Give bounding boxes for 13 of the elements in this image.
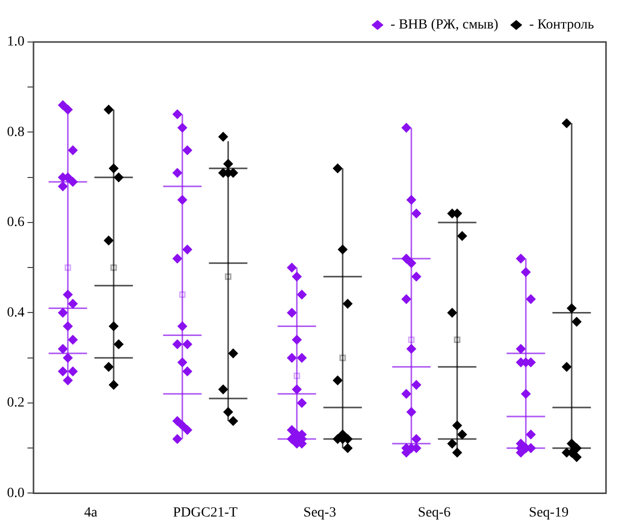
- y-tick-label: 0.8: [7, 124, 24, 140]
- y-tick-label: 1.0: [7, 34, 24, 50]
- legend-label: - ВНВ (РЖ, смыв): [390, 18, 499, 33]
- y-tick-label: 0.4: [7, 305, 24, 320]
- x-tick-label: 4a: [84, 505, 98, 520]
- y-tick-label: 0.0: [7, 486, 24, 501]
- x-tick-label: Seq-3: [303, 505, 336, 520]
- x-tick-label: PDGC21-T: [172, 505, 238, 520]
- x-tick-label: Seq-6: [418, 505, 451, 520]
- y-tick-label: 0.6: [7, 215, 24, 230]
- legend-label: - Контроль: [529, 18, 594, 33]
- x-tick-label: Seq-19: [528, 505, 569, 520]
- y-tick-label: 0.2: [7, 396, 24, 411]
